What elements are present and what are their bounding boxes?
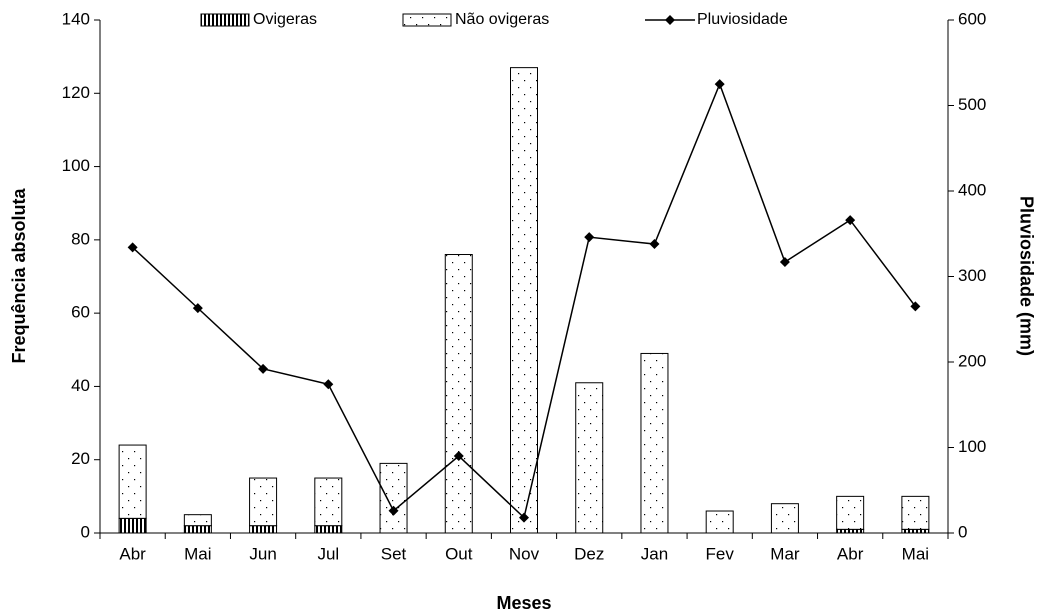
legend-swatch — [402, 13, 452, 27]
bar — [183, 514, 212, 527]
line-marker — [910, 301, 921, 312]
y2-tick-label: 400 — [958, 180, 986, 199]
x-tick-label: Dez — [574, 544, 604, 563]
x-tick-label: Jul — [317, 544, 339, 563]
bar — [836, 528, 865, 534]
line-marker — [519, 512, 529, 523]
y2-tick-label: 500 — [958, 95, 986, 114]
line-marker — [649, 239, 660, 250]
x-tick-label: Set — [381, 544, 407, 563]
y2-tick-label: 300 — [958, 266, 986, 285]
x-tick-label: Nov — [509, 544, 540, 563]
y-tick-label: 100 — [62, 156, 90, 175]
legend-label: Pluviosidade — [697, 11, 788, 28]
x-tick-label: Abr — [837, 544, 864, 563]
x-axis-title: Meses — [496, 593, 551, 613]
x-tick-label: Mai — [184, 544, 211, 563]
y2-tick-label: 0 — [958, 522, 967, 541]
line-marker — [192, 303, 203, 314]
y-tick-label: 60 — [71, 303, 90, 322]
bar — [249, 477, 278, 527]
line-marker — [453, 451, 464, 462]
bar — [901, 528, 930, 534]
y2-tick-label: 100 — [958, 437, 986, 456]
bar — [575, 382, 604, 534]
bar — [118, 517, 147, 534]
y-tick-label: 0 — [81, 522, 90, 541]
x-tick-label: Mar — [770, 544, 800, 563]
y-axis-title: Frequência absoluta — [9, 187, 29, 363]
y-tick-label: 140 — [62, 9, 90, 28]
bar — [249, 525, 278, 534]
bar — [183, 525, 212, 534]
y2-tick-label: 200 — [958, 351, 986, 370]
x-tick-label: Fev — [706, 544, 735, 563]
y-tick-label: 80 — [71, 229, 90, 248]
bar — [901, 495, 930, 530]
line-marker — [127, 242, 138, 253]
y-tick-label: 120 — [62, 83, 90, 102]
line-marker — [258, 363, 269, 374]
line-marker — [323, 379, 334, 390]
bar — [444, 254, 473, 534]
bar — [118, 444, 147, 519]
bar — [379, 462, 408, 534]
y-tick-label: 40 — [71, 376, 90, 395]
y-tick-label: 20 — [71, 449, 90, 468]
bar — [510, 67, 538, 534]
y2-axis-title: Pluviosidade (mm) — [1016, 196, 1036, 356]
legend-label: Não ovigeras — [455, 11, 549, 28]
line-marker — [388, 505, 399, 516]
x-tick-label: Jan — [641, 544, 668, 563]
line-marker — [845, 215, 856, 226]
bar — [640, 352, 669, 534]
x-tick-label: Mai — [902, 544, 929, 563]
line-marker — [714, 79, 725, 90]
y2-tick-label: 600 — [958, 9, 986, 28]
x-tick-label: Out — [445, 544, 473, 563]
bar — [314, 525, 343, 534]
legend-swatch — [200, 13, 250, 27]
x-tick-label: Jun — [249, 544, 276, 563]
line-marker — [584, 232, 595, 243]
bar — [836, 495, 865, 530]
bar — [770, 503, 799, 534]
x-tick-label: Abr — [119, 544, 146, 563]
bar — [705, 510, 734, 534]
legend-swatch — [665, 15, 675, 25]
bar — [314, 477, 343, 527]
line-marker — [779, 256, 790, 267]
legend-label: Ovigeras — [253, 11, 317, 28]
